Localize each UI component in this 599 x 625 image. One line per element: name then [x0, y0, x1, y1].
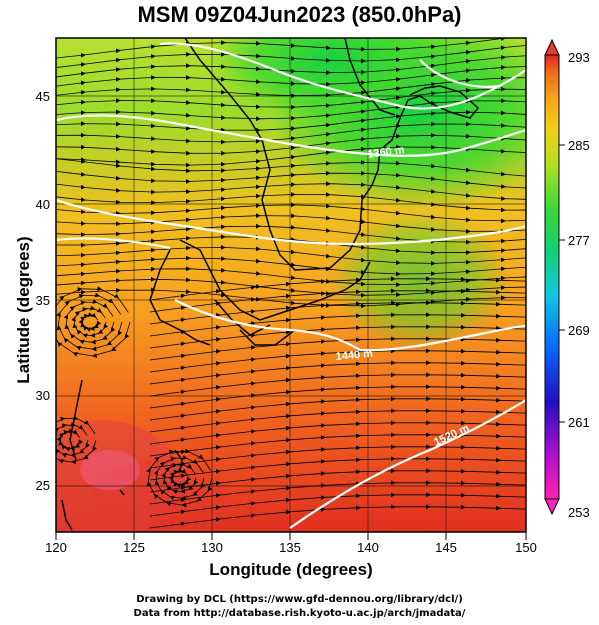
- x-ticks: [55, 532, 527, 540]
- contour-label-1440: 1440 m: [335, 348, 373, 363]
- colorbar-bottom-triangle: [544, 498, 560, 516]
- y-tick-label: 25: [36, 478, 50, 493]
- colorbar-label: 253: [568, 505, 590, 520]
- x-axis-label: Longitude (degrees): [209, 560, 373, 579]
- height-contours: [56, 42, 526, 529]
- contour-label-1360: 1360 m: [367, 144, 406, 161]
- colorbar-label: 269: [568, 323, 590, 338]
- x-tick-label: 140: [357, 540, 379, 555]
- colorbar-body: [544, 54, 560, 500]
- y-tick-label: 45: [36, 89, 50, 104]
- map-title: MSM 09Z04Jun2023 (850.0hPa): [137, 2, 462, 27]
- coastlines: [61, 38, 480, 531]
- streamline: [56, 415, 97, 465]
- credit-data: Data from http://database.rish.kyoto-u.a…: [133, 608, 466, 619]
- colorbar-label: 285: [568, 138, 590, 153]
- streamline: [146, 448, 213, 508]
- x-tick-label: 145: [435, 540, 457, 555]
- grid-lines: [56, 38, 526, 532]
- y-tick-label: 40: [36, 197, 50, 212]
- x-tick-label: 120: [45, 540, 67, 555]
- streamline: [149, 504, 526, 529]
- y-tick-label: 35: [36, 293, 50, 308]
- colorbar-label: 293: [568, 50, 590, 65]
- colorbar-label: 261: [568, 415, 590, 430]
- colorbar-label: 277: [568, 233, 590, 248]
- streamline: [56, 158, 526, 177]
- y-tick-label: 30: [36, 388, 50, 403]
- colorbar: 293 285 277 269 261 253: [544, 38, 590, 520]
- x-tick-labels: 120 125 130 135 140 145 150: [45, 540, 537, 555]
- x-tick-label: 150: [515, 540, 537, 555]
- plot-frame: [55, 37, 527, 533]
- y-tick-labels: 25 30 35 40 45: [36, 89, 50, 493]
- x-tick-label: 135: [279, 540, 301, 555]
- y-axis-label: Latitude (degrees): [14, 236, 33, 384]
- colorbar-top-triangle: [544, 38, 560, 56]
- credit-drawing: Drawing by DCL (https://www.gfd-dennou.o…: [136, 594, 463, 605]
- wind-streamlines: [56, 38, 526, 529]
- x-tick-label: 125: [123, 540, 145, 555]
- streamline: [56, 286, 131, 359]
- x-tick-label: 130: [201, 540, 223, 555]
